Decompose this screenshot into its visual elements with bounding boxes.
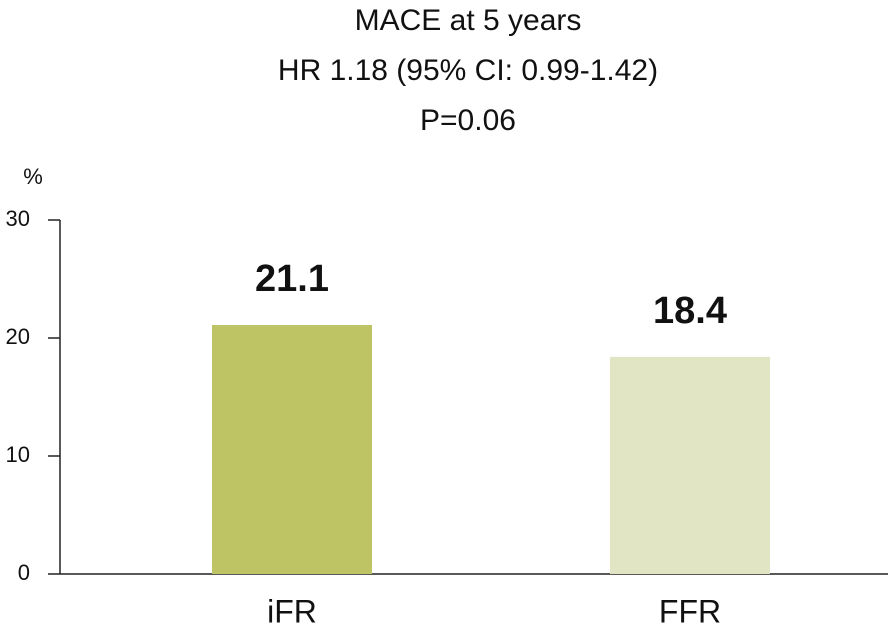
data-label: 18.4 xyxy=(653,290,727,332)
chart-title: MACE at 5 years xyxy=(355,4,582,37)
y-tick-label: 0 xyxy=(18,560,30,585)
x-tick-label: FFR xyxy=(659,593,721,629)
y-tick-label: 30 xyxy=(6,206,30,231)
x-tick-label: iFR xyxy=(267,593,317,629)
bar xyxy=(212,325,372,574)
chart-subtitle: P=0.06 xyxy=(420,104,516,137)
y-axis-label: % xyxy=(23,164,43,189)
chart-subtitle: HR 1.18 (95% CI: 0.99-1.42) xyxy=(278,54,658,87)
bar xyxy=(610,356,770,574)
y-tick-label: 10 xyxy=(6,442,30,467)
data-label: 21.1 xyxy=(255,258,329,300)
y-tick-label: 20 xyxy=(6,324,30,349)
